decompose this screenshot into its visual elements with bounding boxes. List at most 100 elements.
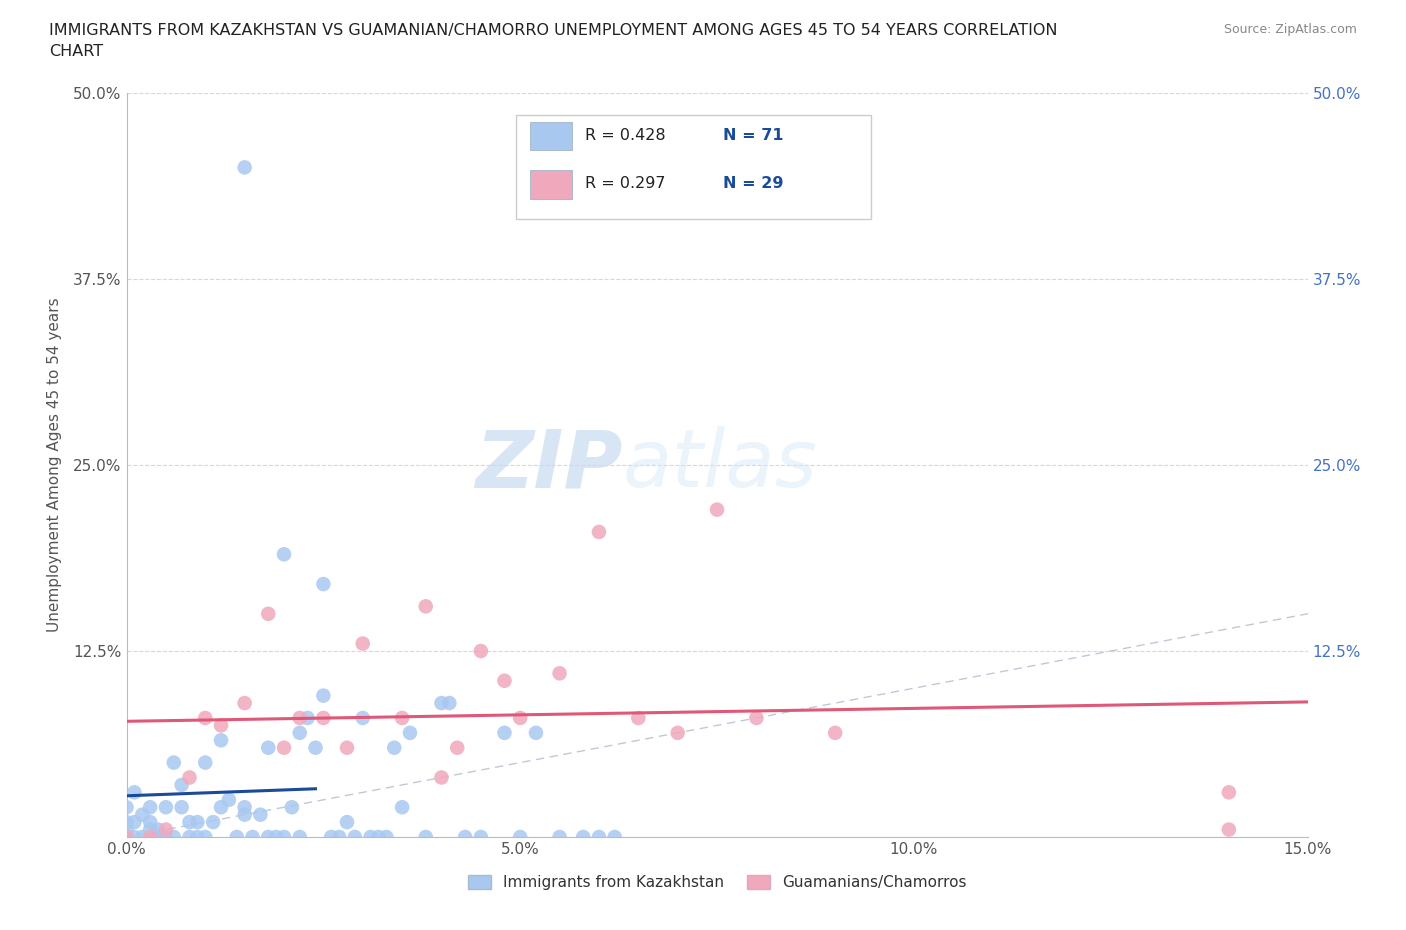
Point <box>273 740 295 755</box>
Point <box>170 800 193 815</box>
Point <box>155 800 177 815</box>
Point <box>124 815 146 830</box>
Point <box>139 815 162 830</box>
Point <box>225 830 247 844</box>
Point <box>328 830 350 844</box>
Point <box>179 770 201 785</box>
Point <box>454 830 477 844</box>
Point <box>249 807 271 822</box>
Point <box>548 830 571 844</box>
Point <box>430 696 453 711</box>
Text: R = 0.428: R = 0.428 <box>585 128 665 143</box>
Point <box>588 830 610 844</box>
Point <box>115 830 138 844</box>
Point <box>170 777 193 792</box>
Point <box>257 606 280 621</box>
Point <box>288 830 311 844</box>
Point <box>257 830 280 844</box>
Point <box>343 830 366 844</box>
Point <box>312 711 335 725</box>
Point <box>139 800 162 815</box>
Point <box>399 725 422 740</box>
Point <box>352 636 374 651</box>
Point <box>352 711 374 725</box>
Point <box>524 725 547 740</box>
Point <box>186 815 208 830</box>
Point <box>124 830 146 844</box>
Point <box>257 740 280 755</box>
Point <box>745 711 768 725</box>
Point <box>233 696 256 711</box>
Point <box>382 740 405 755</box>
Point <box>312 577 335 591</box>
Point <box>430 770 453 785</box>
Point <box>312 688 335 703</box>
Point <box>1218 822 1240 837</box>
Point <box>1218 785 1240 800</box>
Point <box>124 785 146 800</box>
Point <box>375 830 398 844</box>
Point <box>273 830 295 844</box>
Point <box>179 815 201 830</box>
Point <box>209 800 232 815</box>
Point <box>115 822 138 837</box>
Point <box>131 807 153 822</box>
Point <box>470 644 492 658</box>
Point <box>304 740 326 755</box>
FancyBboxPatch shape <box>530 122 572 151</box>
Point <box>155 830 177 844</box>
Point <box>146 830 169 844</box>
Text: Source: ZipAtlas.com: Source: ZipAtlas.com <box>1223 23 1357 36</box>
Point <box>509 830 531 844</box>
Point <box>115 800 138 815</box>
Point <box>288 725 311 740</box>
Text: R = 0.297: R = 0.297 <box>585 177 665 192</box>
Point <box>706 502 728 517</box>
Text: N = 71: N = 71 <box>723 128 783 143</box>
Point <box>146 822 169 837</box>
Text: ZIP: ZIP <box>475 426 623 504</box>
Point <box>603 830 626 844</box>
Point <box>572 830 595 844</box>
Text: CHART: CHART <box>49 44 103 59</box>
Point <box>194 830 217 844</box>
Point <box>139 822 162 837</box>
Point <box>415 830 437 844</box>
Point <box>163 830 186 844</box>
Point <box>186 830 208 844</box>
Point <box>297 711 319 725</box>
Point <box>202 815 225 830</box>
Point <box>666 725 689 740</box>
Point <box>415 599 437 614</box>
FancyBboxPatch shape <box>516 115 870 219</box>
Point <box>242 830 264 844</box>
Point <box>115 830 138 844</box>
Legend: Immigrants from Kazakhstan, Guamanians/Chamorros: Immigrants from Kazakhstan, Guamanians/C… <box>461 869 973 897</box>
Point <box>360 830 382 844</box>
Point <box>179 830 201 844</box>
FancyBboxPatch shape <box>530 170 572 199</box>
Point <box>367 830 389 844</box>
Point <box>209 733 232 748</box>
Text: IMMIGRANTS FROM KAZAKHSTAN VS GUAMANIAN/CHAMORRO UNEMPLOYMENT AMONG AGES 45 TO 5: IMMIGRANTS FROM KAZAKHSTAN VS GUAMANIAN/… <box>49 23 1057 38</box>
Point <box>509 711 531 725</box>
Point <box>163 755 186 770</box>
Point <box>336 815 359 830</box>
Point <box>446 740 468 755</box>
Point <box>194 711 217 725</box>
Point <box>155 822 177 837</box>
Point <box>194 755 217 770</box>
Text: atlas: atlas <box>623 426 817 504</box>
Point <box>391 711 413 725</box>
Point <box>233 160 256 175</box>
Y-axis label: Unemployment Among Ages 45 to 54 years: Unemployment Among Ages 45 to 54 years <box>46 298 62 632</box>
Point <box>209 718 232 733</box>
Point <box>824 725 846 740</box>
Point <box>494 725 516 740</box>
Point <box>115 815 138 830</box>
Point <box>233 800 256 815</box>
Point <box>391 800 413 815</box>
Point <box>131 830 153 844</box>
Point <box>139 830 162 844</box>
Point <box>548 666 571 681</box>
